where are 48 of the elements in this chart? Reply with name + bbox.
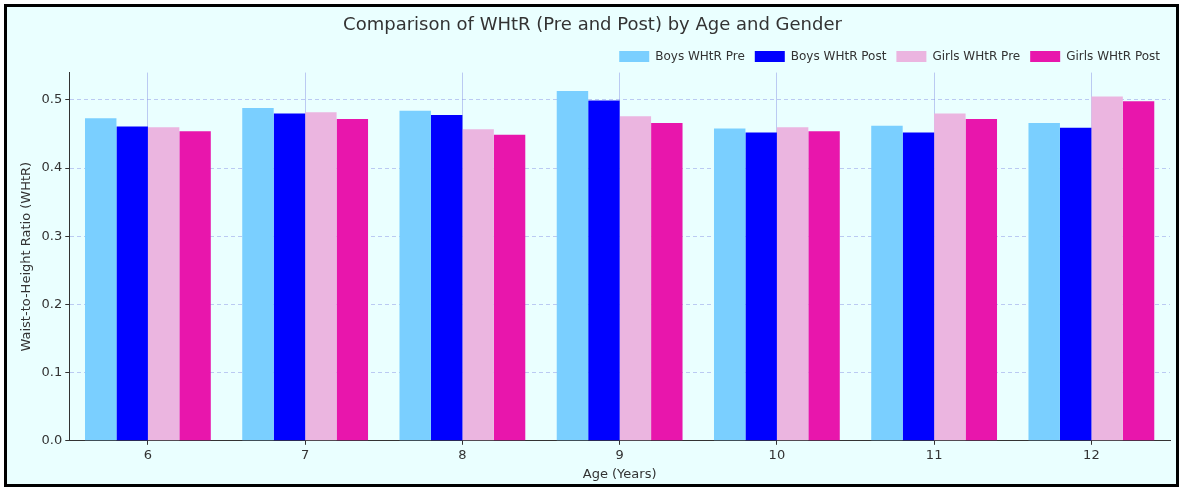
x-tick-label: 8 xyxy=(458,446,467,462)
bar xyxy=(273,113,306,441)
bar xyxy=(493,134,526,441)
bar xyxy=(713,128,746,441)
x-tick-label: 9 xyxy=(615,446,624,462)
bar xyxy=(305,112,337,441)
x-axis-title: Age (Years) xyxy=(582,465,657,481)
x-tick-label: 6 xyxy=(143,446,153,462)
bar xyxy=(462,129,494,441)
x-tick-label: 10 xyxy=(768,446,786,462)
legend-label: Boys WHtR Pre xyxy=(655,48,745,63)
bar xyxy=(430,114,463,441)
bar xyxy=(588,100,620,441)
bar xyxy=(776,127,809,441)
bar xyxy=(399,110,431,441)
legend-label: Boys WHtR Post xyxy=(790,48,887,63)
bar xyxy=(179,131,211,441)
y-tick-label: 0.1 xyxy=(41,363,63,379)
bar xyxy=(871,125,903,441)
bar xyxy=(651,123,683,441)
bar xyxy=(934,113,966,441)
x-tick-label: 7 xyxy=(301,446,310,462)
y-axis-title: Waist-to-Height Ratio (WHtR) xyxy=(18,161,34,352)
y-tick-label: 0.3 xyxy=(41,227,63,243)
bar xyxy=(1028,123,1060,441)
bar xyxy=(147,127,180,441)
bar xyxy=(242,108,274,441)
y-tick-label: 0.2 xyxy=(41,295,63,311)
bar xyxy=(808,131,840,441)
bar xyxy=(619,116,652,441)
bar xyxy=(965,118,998,441)
legend-label: Girls WHtR Post xyxy=(1066,48,1161,63)
y-tick-label: 0.4 xyxy=(41,159,63,175)
bar xyxy=(85,118,117,441)
x-tick-label: 12 xyxy=(1083,446,1100,462)
x-tick-label: 11 xyxy=(925,446,943,462)
bar xyxy=(336,118,369,441)
bar xyxy=(556,91,589,441)
bar xyxy=(1122,101,1155,441)
bar xyxy=(1091,96,1123,441)
chart-title: Comparison of WHtR (Pre and Post) by Age and Gender xyxy=(343,13,843,35)
y-tick-label: 0.0 xyxy=(41,432,63,448)
bar xyxy=(116,126,148,441)
legend-label: Girls WHtR Pre xyxy=(932,48,1021,63)
bar xyxy=(745,132,777,441)
y-tick-label: 0.5 xyxy=(41,91,63,107)
bar xyxy=(1059,127,1092,441)
bar xyxy=(902,132,935,441)
